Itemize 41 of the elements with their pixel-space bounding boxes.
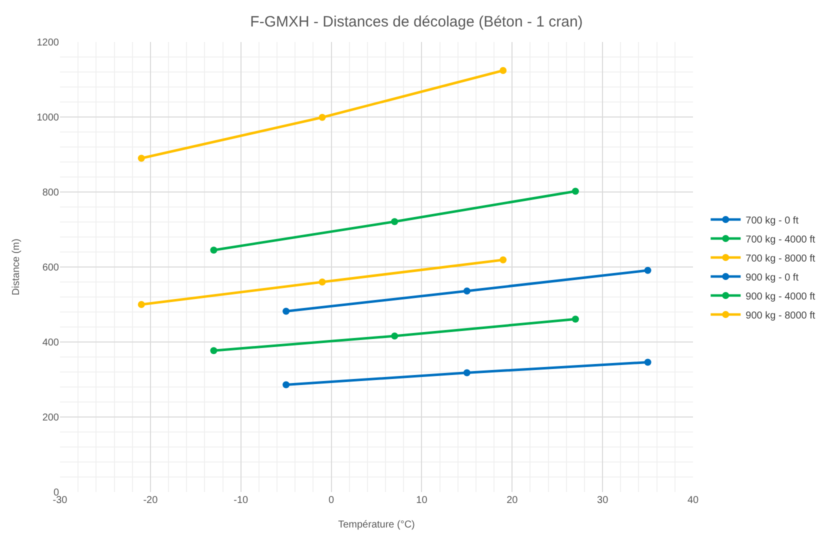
point [391, 218, 398, 226]
legend-label: 900 kg - 4000 ft [746, 291, 816, 302]
x-tick-label: -30 [52, 495, 68, 506]
legend-label: 700 kg - 4000 ft [746, 234, 816, 246]
point [138, 301, 145, 308]
x-tick-label: -10 [234, 495, 249, 506]
y-tick-label: 600 [42, 262, 60, 274]
point [463, 288, 470, 294]
x-tick-label: 0 [328, 495, 335, 506]
point [644, 358, 652, 366]
point [210, 246, 218, 254]
point [391, 332, 398, 340]
x-tick-label: 30 [597, 495, 609, 506]
x-tick-label: 20 [506, 495, 518, 506]
x-tick-label: -20 [143, 495, 158, 506]
point [318, 114, 326, 121]
point [210, 347, 218, 354]
y-tick-label: 200 [42, 412, 60, 424]
chart-title: F-GMXH - Distances de décolage (Béton - 1 cran) [250, 14, 583, 31]
x-tick-label: 10 [416, 495, 428, 506]
point [282, 381, 290, 388]
y-tick-label: 800 [42, 188, 60, 198]
point [644, 266, 652, 274]
point [500, 67, 507, 74]
legend-label: 700 kg - 0 ft [746, 215, 799, 226]
point [572, 188, 579, 195]
y-axis-title: Distance (m) [10, 238, 22, 296]
point [282, 308, 290, 315]
point [572, 316, 579, 323]
y-tick-label: 1000 [36, 112, 60, 124]
x-axis-title: Température (°C) [338, 520, 415, 530]
point [138, 154, 145, 162]
point [318, 278, 326, 286]
legend-label: 900 kg - 0 ft [746, 272, 799, 284]
y-tick-label: 1200 [36, 38, 60, 48]
point [500, 256, 507, 264]
y-tick-label: 400 [42, 338, 60, 348]
x-tick-label: 40 [687, 495, 699, 506]
legend-label: 900 kg - 8000 ft [746, 310, 816, 322]
legend-label: 700 kg - 8000 ft [746, 253, 816, 264]
point [463, 369, 470, 376]
